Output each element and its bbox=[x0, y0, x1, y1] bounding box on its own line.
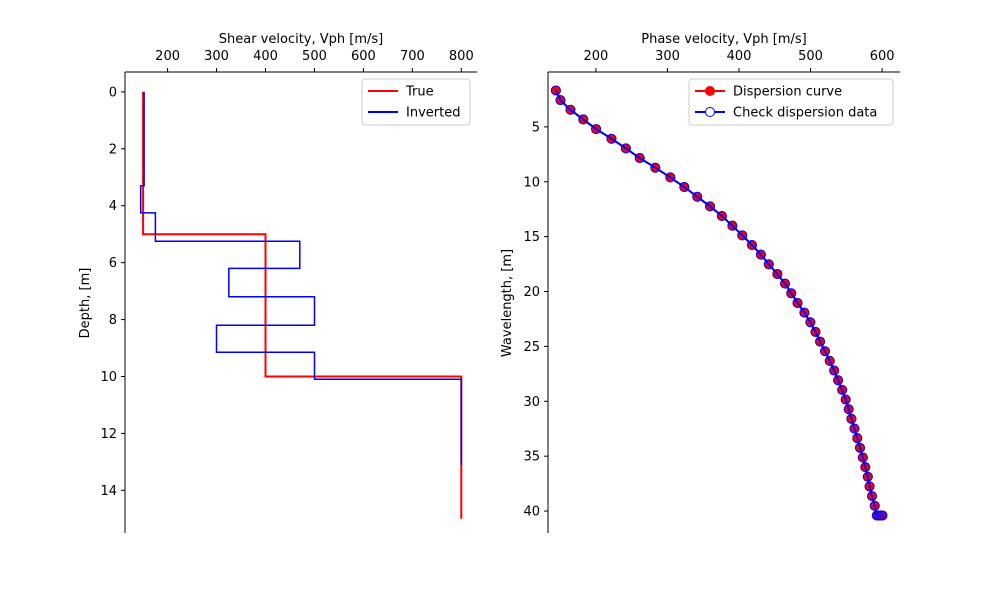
check-dispersion-data-point bbox=[849, 423, 860, 434]
dispersion-curve-legend-label: Dispersion curve bbox=[733, 85, 842, 100]
right-legend: Dispersion curve Check dispersion data bbox=[688, 78, 894, 126]
check-dispersion-data-point bbox=[692, 191, 703, 202]
check-dispersion-data-point bbox=[737, 230, 748, 241]
check-dispersion-data-point bbox=[852, 433, 863, 444]
left-xtick-label-300: 300 bbox=[204, 49, 229, 64]
right-ytick-label-20: 20 bbox=[523, 285, 540, 300]
left-xtick-label-700: 700 bbox=[400, 49, 425, 64]
left-ytick-label-6: 6 bbox=[109, 256, 117, 271]
check-dispersion-data-point bbox=[792, 297, 803, 308]
right-x-axis-label: Phase velocity, Vph [m/s] bbox=[641, 32, 807, 47]
check-dispersion-data-point bbox=[824, 355, 835, 366]
check-dispersion-data-point bbox=[864, 481, 875, 492]
check-dispersion-data-point bbox=[867, 491, 878, 502]
check-dispersion-data-point bbox=[860, 462, 871, 473]
check-dispersion-data-point bbox=[578, 114, 589, 125]
right-ytick-label-25: 25 bbox=[523, 340, 540, 355]
check-dispersion-data-point bbox=[805, 317, 816, 328]
shear-velocity-panel: Shear velocity, Vph [m/s] Depth, [m] 200… bbox=[78, 32, 477, 533]
check-dispersion-data-point bbox=[565, 104, 576, 115]
check-dispersion-data-legend-label: Check dispersion data bbox=[733, 106, 877, 121]
right-y-axis-label: Wavelength, [m] bbox=[500, 249, 515, 357]
dispersion-curve-line bbox=[554, 89, 883, 517]
check-dispersion-data-point bbox=[606, 133, 617, 144]
right-legend-box bbox=[688, 78, 894, 126]
right-xtick-label-300: 300 bbox=[655, 49, 680, 64]
right-ytick-label-40: 40 bbox=[523, 505, 540, 520]
left-ytick-label-14: 14 bbox=[100, 484, 117, 499]
check-dispersion-data-point bbox=[591, 124, 602, 135]
check-dispersion-data-point bbox=[746, 239, 757, 250]
true-line bbox=[142, 91, 463, 519]
check-dispersion-data-point bbox=[843, 404, 854, 415]
check-dispersion-data-point bbox=[810, 326, 821, 337]
left-ytick-label-0: 0 bbox=[109, 85, 117, 100]
check-dispersion-data-point bbox=[716, 211, 727, 222]
check-dispersion-data-point bbox=[705, 201, 716, 212]
left-x-axis-label: Shear velocity, Vph [m/s] bbox=[219, 32, 383, 47]
check-dispersion-data-point bbox=[840, 394, 851, 405]
right-xtick-label-400: 400 bbox=[727, 49, 752, 64]
check-dispersion-data-point bbox=[815, 336, 826, 347]
right-ytick-label-5: 5 bbox=[532, 120, 540, 135]
check-dispersion-data-line bbox=[554, 89, 883, 517]
check-dispersion-data-point bbox=[786, 288, 797, 299]
check-dispersion-data-point bbox=[780, 278, 791, 289]
right-ytick-label-35: 35 bbox=[523, 450, 540, 465]
check-dispersion-data-point bbox=[665, 172, 676, 183]
check-dispersion-data-point bbox=[877, 510, 888, 521]
left-ytick-label-10: 10 bbox=[100, 370, 117, 385]
check-dispersion-data-point bbox=[634, 153, 645, 164]
left-y-axis-label: Depth, [m] bbox=[78, 268, 93, 339]
check-dispersion-data-point bbox=[555, 95, 566, 106]
left-ytick-label-12: 12 bbox=[100, 427, 117, 442]
left-xtick-label-600: 600 bbox=[351, 49, 376, 64]
check-dispersion-data-point bbox=[727, 220, 738, 231]
dispersion-curve-legend-marker bbox=[705, 86, 715, 96]
right-xtick-label-200: 200 bbox=[584, 49, 609, 64]
left-xtick-label-800: 800 bbox=[449, 49, 474, 64]
right-ytick-label-15: 15 bbox=[523, 230, 540, 245]
right-ytick-label-10: 10 bbox=[523, 175, 540, 190]
left-xtick-label-200: 200 bbox=[155, 49, 180, 64]
check-dispersion-data-point bbox=[772, 268, 783, 279]
inverted-legend-label: Inverted bbox=[406, 106, 460, 121]
check-dispersion-data-point bbox=[869, 500, 880, 511]
check-dispersion-data-point bbox=[833, 375, 844, 386]
check-dispersion-data-point bbox=[846, 413, 857, 424]
right-ytick-label-30: 30 bbox=[523, 395, 540, 410]
check-dispersion-data-point bbox=[855, 442, 866, 453]
check-dispersion-data-point bbox=[650, 162, 661, 173]
check-dispersion-data-point bbox=[679, 182, 690, 193]
check-dispersion-data-point bbox=[799, 307, 810, 318]
check-dispersion-data-point bbox=[550, 85, 561, 96]
check-dispersion-data-point bbox=[829, 365, 840, 376]
left-ytick-label-8: 8 bbox=[109, 313, 117, 328]
left-xtick-label-400: 400 bbox=[253, 49, 278, 64]
check-dispersion-data-point bbox=[620, 143, 631, 154]
left-legend: True Inverted bbox=[361, 78, 471, 126]
left-xtick-label-500: 500 bbox=[302, 49, 327, 64]
check-dispersion-data-legend-marker bbox=[705, 107, 715, 117]
check-dispersion-data-point bbox=[820, 346, 831, 357]
right-xtick-label-500: 500 bbox=[798, 49, 823, 64]
check-dispersion-data-point bbox=[857, 452, 868, 463]
inverted-line bbox=[139, 91, 463, 465]
left-ytick-label-4: 4 bbox=[109, 199, 117, 214]
check-dispersion-data-point bbox=[763, 259, 774, 270]
true-legend-label: True bbox=[405, 85, 434, 100]
left-ytick-label-2: 2 bbox=[109, 142, 117, 157]
check-dispersion-data-point bbox=[755, 249, 766, 260]
check-dispersion-data-point bbox=[837, 384, 848, 395]
phase-velocity-panel: Phase velocity, Vph [m/s] Wavelength, [m… bbox=[500, 32, 900, 533]
check-dispersion-data-point bbox=[862, 471, 873, 482]
right-xtick-label-600: 600 bbox=[870, 49, 895, 64]
